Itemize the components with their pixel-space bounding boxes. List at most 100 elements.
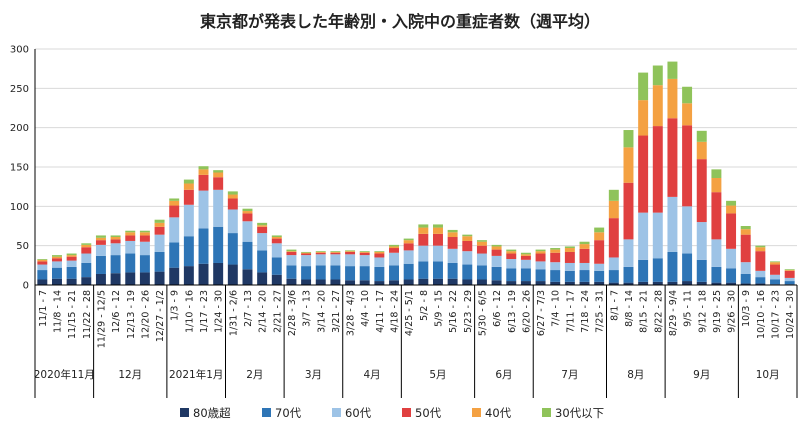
legend-swatch-5 (542, 408, 551, 417)
bar-segment-2-20 (330, 254, 341, 266)
bar-segment-3-1 (52, 258, 62, 262)
bar-segment-1-18 (301, 266, 312, 280)
y-tick-label: 300 (10, 45, 29, 56)
bar-segment-0-7 (139, 272, 150, 285)
bar-segment-4-22 (359, 251, 370, 253)
bar-segment-4-29 (462, 236, 473, 241)
x-tick-label: 8/1 - 7 (609, 290, 620, 321)
bar-segment-4-43 (667, 78, 678, 119)
bar-segment-0-15 (257, 272, 268, 285)
bar-segment-1-42 (652, 258, 663, 282)
bar-segment-3-20 (330, 252, 341, 255)
bar-segment-0-19 (315, 279, 326, 285)
bar-segment-5-45 (696, 130, 707, 142)
bar-segment-5-32 (506, 249, 517, 252)
bar-segment-0-0 (37, 279, 48, 285)
legend-label-4: 40代 (485, 406, 512, 420)
bar-segment-4-36 (564, 248, 575, 252)
x-tick-label: 9/12 - 18 (697, 290, 708, 333)
bar-segment-3-0 (37, 261, 48, 265)
bar-segment-4-12 (213, 172, 224, 178)
x-tick-label: 2/21 - 27 (272, 290, 283, 333)
bar-segment-1-12 (213, 226, 224, 263)
bar-segment-3-17 (286, 251, 297, 256)
bar-segment-4-40 (623, 147, 634, 183)
bar-segment-4-47 (726, 205, 737, 214)
bar-segment-2-3 (81, 253, 92, 263)
bar-segment-3-49 (755, 251, 766, 271)
bar-segment-5-46 (711, 169, 722, 179)
bar-segment-1-13 (227, 233, 238, 265)
bar-segment-3-15 (257, 226, 268, 234)
bar-segment-2-35 (550, 262, 561, 271)
bar-segment-5-39 (608, 189, 619, 201)
month-label: 4月 (363, 369, 380, 381)
bar-segment-4-10 (183, 183, 194, 190)
bar-segment-4-31 (491, 246, 502, 250)
x-tick-label: 8/22 - 28 (653, 290, 664, 333)
bar-segment-5-36 (564, 246, 575, 249)
bar-segment-1-8 (154, 251, 165, 272)
bar-segment-1-2 (66, 266, 77, 279)
bar-segment-1-27 (433, 261, 443, 279)
bar-segment-2-1 (52, 261, 62, 268)
bar-segment-0-9 (169, 267, 180, 285)
bar-segment-3-11 (198, 174, 209, 191)
bar-segment-2-4 (95, 244, 106, 256)
bar-segment-2-8 (154, 234, 165, 252)
bar-segment-2-34 (535, 261, 546, 270)
bar-segment-5-1 (52, 255, 62, 257)
bar-segment-0-45 (696, 281, 707, 285)
bar-segment-0-11 (198, 263, 209, 285)
bar-segment-3-27 (433, 233, 443, 246)
bar-segment-4-37 (579, 244, 590, 249)
bar-segment-2-27 (433, 245, 443, 262)
bar-segment-4-26 (418, 227, 429, 234)
bar-segment-4-3 (81, 244, 92, 248)
bar-segment-1-11 (198, 228, 209, 264)
bar-segment-0-36 (564, 281, 575, 285)
bar-segment-2-17 (286, 255, 297, 266)
bar-segment-4-7 (139, 232, 150, 236)
x-tick-label: 4/25 - 5/1 (404, 290, 415, 336)
bar-segment-4-20 (330, 251, 341, 253)
bar-segment-3-41 (638, 135, 649, 213)
legend-label-0: 80歳超 (193, 406, 231, 420)
bar-segment-3-8 (154, 226, 165, 235)
bar-segment-4-44 (682, 103, 693, 126)
bar-segment-0-5 (110, 273, 121, 285)
bar-segment-5-19 (315, 251, 326, 252)
y-tick-label: 100 (10, 202, 29, 213)
bar-segment-1-15 (257, 250, 268, 273)
bar-segment-2-47 (726, 248, 737, 269)
x-tick-label: 1/17 - 23 (199, 290, 210, 333)
bar-segment-3-50 (770, 264, 780, 275)
bar-segment-2-16 (271, 243, 282, 258)
legend-label-2: 60代 (345, 406, 372, 420)
bar-segment-2-51 (784, 277, 795, 282)
bar-segment-5-11 (198, 166, 209, 170)
bar-segment-4-46 (711, 178, 722, 193)
bar-segment-2-24 (389, 252, 399, 266)
bar-segment-1-39 (608, 270, 619, 283)
month-label: 3月 (305, 369, 322, 381)
month-label: 7月 (561, 369, 578, 381)
bar-segment-5-4 (95, 235, 106, 238)
bar-segment-4-51 (784, 270, 795, 271)
bar-segment-3-23 (374, 253, 385, 258)
bar-segment-3-40 (623, 182, 634, 240)
bar-segment-1-36 (564, 270, 575, 282)
bar-segment-2-38 (594, 263, 605, 271)
bar-segment-1-44 (682, 253, 693, 282)
y-ticks: 0 50 100 150 200 250 300 (10, 45, 29, 292)
bar-segment-4-17 (286, 251, 297, 252)
bar-segment-3-38 (594, 240, 605, 264)
bar-segment-0-16 (271, 274, 282, 285)
x-tick-label: 3/28 - 4/3 (346, 290, 357, 336)
bar-segment-1-37 (579, 270, 590, 282)
bar-segment-0-2 (66, 278, 77, 285)
bar-segment-3-19 (315, 252, 326, 255)
bar-segment-0-27 (433, 278, 443, 285)
bar-segment-2-25 (403, 250, 414, 264)
bar-segment-0-24 (389, 280, 399, 285)
